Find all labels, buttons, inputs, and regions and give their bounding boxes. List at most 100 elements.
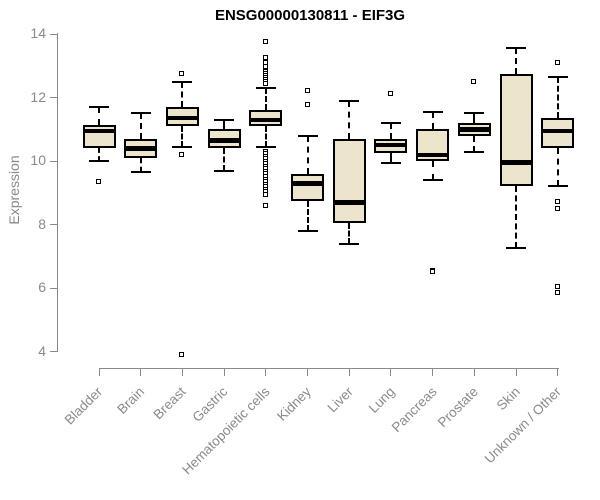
y-tick-label: 4 xyxy=(38,342,46,359)
outlier-point xyxy=(429,269,435,275)
outlier-point xyxy=(304,88,310,94)
outlier-point xyxy=(554,283,560,289)
whisker-lower xyxy=(181,126,184,147)
x-axis-tick xyxy=(557,368,559,376)
median-line xyxy=(541,128,575,134)
whisker-cap-lower xyxy=(506,247,526,250)
whisker-cap-upper xyxy=(255,87,276,89)
median-line xyxy=(457,127,491,132)
whisker-upper xyxy=(515,48,517,74)
outlier-point xyxy=(554,205,560,211)
whisker-cap-upper xyxy=(506,47,526,50)
whisker-cap-lower xyxy=(130,171,151,174)
box xyxy=(541,118,575,149)
y-axis-tick xyxy=(50,224,57,226)
outlier-point xyxy=(262,38,268,44)
whisker-lower xyxy=(473,135,476,152)
whisker-upper xyxy=(556,76,559,119)
x-tick-label: Brain xyxy=(114,384,148,417)
x-tick-label: Liver xyxy=(324,384,356,416)
y-axis-tick xyxy=(50,97,57,99)
x-tick-label: Prostate xyxy=(434,384,481,431)
x-axis-tick xyxy=(98,368,100,376)
y-axis-line xyxy=(57,33,58,352)
x-tick-label: Unknown / Other xyxy=(482,384,565,467)
whisker-lower xyxy=(515,186,517,249)
x-axis-tick xyxy=(265,368,267,376)
whisker-cap-lower xyxy=(339,242,360,245)
x-axis-tick xyxy=(432,368,434,376)
whisker-lower xyxy=(98,148,100,162)
y-tick-label: 10 xyxy=(30,152,46,169)
x-axis-tick xyxy=(348,368,350,376)
whisker-cap-upper xyxy=(380,121,401,124)
whisker-upper xyxy=(264,88,267,111)
whisker-cap-upper xyxy=(297,134,318,137)
whisker-lower xyxy=(139,157,142,173)
outlier-point xyxy=(554,59,560,65)
y-axis-tick xyxy=(50,351,57,353)
whisker-lower xyxy=(348,223,351,244)
outlier-point xyxy=(471,78,477,84)
whisker-cap-upper xyxy=(130,112,151,115)
whisker-cap-lower xyxy=(380,161,401,164)
x-tick-label: Gastric xyxy=(189,384,231,425)
whisker-cap-upper xyxy=(422,110,443,113)
y-axis-tick xyxy=(50,160,57,162)
median-line xyxy=(332,200,366,205)
median-line xyxy=(124,146,158,151)
chart-title: ENSG00000130811 - EIF3G xyxy=(214,7,406,24)
median-line xyxy=(291,181,324,186)
whisker-cap-upper xyxy=(214,118,235,121)
outlier-point xyxy=(179,351,185,357)
whisker-upper xyxy=(473,113,476,123)
box xyxy=(499,73,533,187)
outlier-point xyxy=(179,70,185,76)
outlier-point xyxy=(304,102,310,108)
outlier-point xyxy=(262,59,268,65)
whisker-cap-upper xyxy=(464,112,485,115)
x-axis-tick xyxy=(307,368,308,376)
whisker-cap-upper xyxy=(172,80,193,83)
x-axis-tick xyxy=(515,368,517,376)
whisker-lower xyxy=(306,200,309,231)
outlier-point xyxy=(262,191,268,197)
outlier-point xyxy=(554,289,560,295)
median-line xyxy=(374,142,408,148)
whisker-upper xyxy=(98,107,100,125)
x-tick-label: Pancreas xyxy=(388,384,440,435)
median-line xyxy=(82,128,116,134)
whisker-upper xyxy=(389,122,392,139)
whisker-upper xyxy=(348,100,351,139)
box xyxy=(291,173,324,201)
x-tick-label: Breast xyxy=(150,384,190,423)
y-tick-label: 14 xyxy=(30,25,46,41)
whisker-cap-lower xyxy=(297,229,318,232)
outlier-point xyxy=(179,151,185,157)
whisker-lower xyxy=(264,126,267,147)
whisker-lower xyxy=(223,148,226,171)
median-line xyxy=(416,152,450,157)
outlier-point xyxy=(387,91,393,97)
whisker-upper xyxy=(223,119,226,130)
y-tick-label: 12 xyxy=(30,88,46,105)
median-line xyxy=(499,160,533,165)
x-tick-label: Lung xyxy=(365,384,398,416)
x-axis-tick xyxy=(390,368,392,376)
whisker-lower xyxy=(556,148,559,187)
whisker-cap-lower xyxy=(422,179,443,182)
whisker-cap-upper xyxy=(89,106,109,109)
outlier-point xyxy=(262,54,268,60)
whisker-lower xyxy=(431,161,434,181)
x-axis-tick xyxy=(181,368,183,376)
whisker-upper xyxy=(431,111,434,130)
outlier-point xyxy=(262,202,268,208)
x-tick-label: Kidney xyxy=(274,384,315,424)
whisker-cap-upper xyxy=(547,75,568,78)
median-line xyxy=(249,117,283,122)
whisker-upper xyxy=(181,81,184,108)
x-tick-label: Skin xyxy=(493,384,523,414)
y-tick-label: 8 xyxy=(38,215,46,232)
x-axis-tick xyxy=(140,368,142,376)
whisker-cap-lower xyxy=(172,145,193,148)
